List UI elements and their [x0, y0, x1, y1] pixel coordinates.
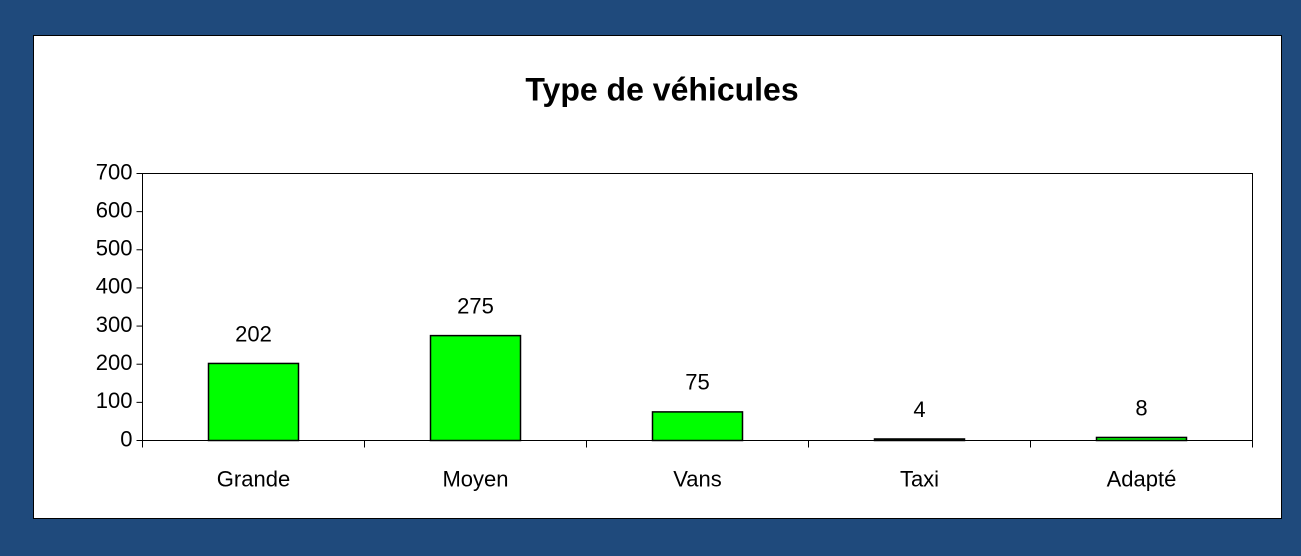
- x-tick-label: Adapté: [1107, 466, 1177, 491]
- data-label: 202: [235, 321, 272, 346]
- data-label: 275: [457, 293, 494, 318]
- x-tick-label: Grande: [217, 466, 290, 491]
- x-tick-label: Taxi: [900, 466, 939, 491]
- data-label: 4: [913, 397, 925, 422]
- x-tick-label: Moyen: [442, 466, 508, 491]
- bar: [651, 411, 744, 442]
- data-label: 8: [1135, 395, 1147, 420]
- x-tick-label: Vans: [673, 466, 722, 491]
- bar: [1095, 436, 1188, 442]
- y-tick-label: 700: [96, 159, 133, 184]
- chart-panel: [33, 35, 1282, 519]
- y-tick-label: 400: [96, 274, 133, 299]
- data-label: 75: [685, 370, 709, 395]
- bar: [873, 438, 966, 442]
- bar: [207, 362, 300, 442]
- y-tick-label: 600: [96, 197, 133, 222]
- y-tick-label: 100: [96, 388, 133, 413]
- y-tick-label: 200: [96, 350, 133, 375]
- bar: [429, 334, 522, 442]
- y-tick-label: 300: [96, 312, 133, 337]
- chart-title: Type de véhicules: [525, 71, 798, 107]
- y-tick-label: 500: [96, 236, 133, 261]
- y-tick-label: 0: [120, 426, 132, 451]
